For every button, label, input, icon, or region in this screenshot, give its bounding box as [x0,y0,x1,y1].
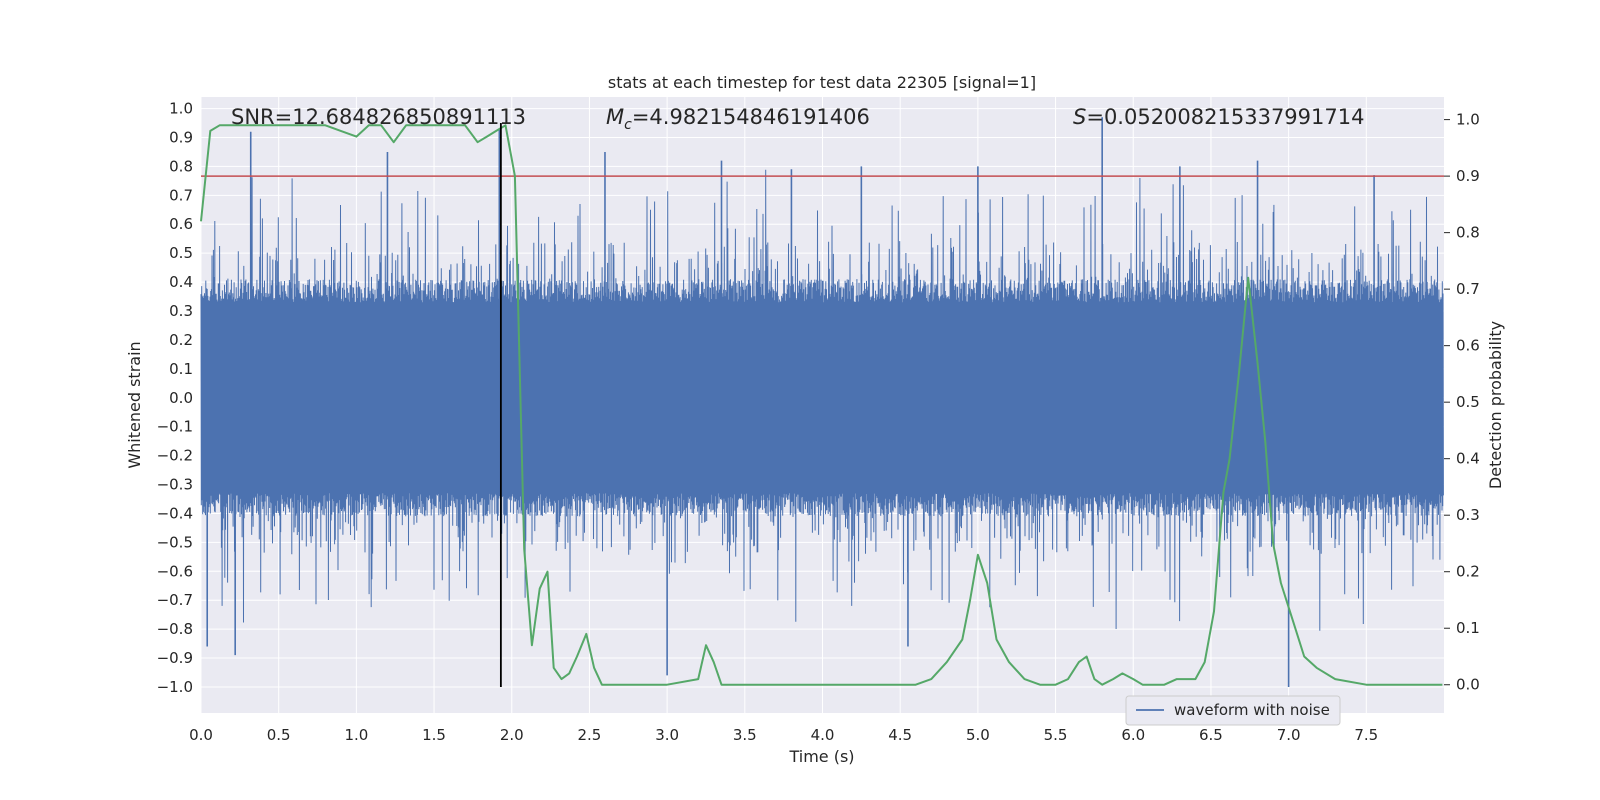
y-right-tick-label: 0.1 [1456,619,1480,637]
y-right-tick-label: 0.2 [1456,563,1480,581]
chirp-mass-subscript: c [624,117,632,133]
x-tick-label: 3.5 [733,726,757,744]
y-left-tick-label: 0.9 [169,128,193,146]
y-left-tick-label: −0.5 [157,533,193,551]
y-left-tick-label: −0.4 [157,504,193,522]
s-symbol: S [1073,105,1086,129]
x-tick-label: 5.0 [966,726,990,744]
y-left-tick-label: −0.8 [157,620,193,638]
y-right-tick-label: 0.7 [1456,280,1480,298]
y-left-tick-label: −0.9 [157,649,193,667]
y-left-tick-label: 1.0 [169,100,193,118]
y-left-tick-label: 0.8 [169,157,193,175]
y-right-tick-label: 0.0 [1456,676,1480,694]
y-left-tick-label: 0.0 [169,389,193,407]
y-left-tick-label: −0.3 [157,476,193,494]
y-right-tick-label: 0.8 [1456,224,1480,242]
y-left-ticks: 1.0 0.9 0.8 0.7 0.6 0.5 0.4 0.3 0.2 0.1 0.0 −0.1 −0.… [157,100,193,696]
chart-title: stats at each timestep for test data 223… [608,73,1036,92]
x-tick-label: 0.0 [189,726,213,744]
x-tick-label: 7.0 [1277,726,1301,744]
y-left-tick-label: −0.6 [157,562,193,580]
legend: waveform with noise [1125,695,1341,726]
x-tick-label: 2.0 [500,726,524,744]
y-right-tick-label: 0.9 [1456,167,1480,185]
chirp-mass-symbol: M [606,105,624,129]
x-tick-label: 6.5 [1199,726,1223,744]
x-tick-label: 1.0 [344,726,368,744]
y-left-tick-label: −1.0 [157,678,193,696]
legend-label: waveform with noise [1174,701,1330,719]
y-right-tick-label: 0.4 [1456,450,1480,468]
y-right-axis-label: Detection probability [1486,321,1505,489]
y-left-tick-label: 0.1 [169,360,193,378]
y-left-axis-label: Whitened strain [125,341,144,468]
legend-box [1125,695,1341,726]
chirp-mass-value: =4.982154846191406 [632,105,870,129]
y-right-tick-label: 1.0 [1456,111,1480,129]
x-tick-label: 7.5 [1354,726,1378,744]
waveform-line [200,169,1444,631]
y-left-tick-label: −0.2 [157,447,193,465]
probability-line [200,124,1443,686]
s-annotation: S=0.052008215337991714 [1073,105,1364,129]
y-right-tick-label: 0.5 [1456,393,1480,411]
y-right-tick-label: 0.3 [1456,506,1480,524]
s-value: =0.052008215337991714 [1086,105,1364,129]
y-right-ticks: 1.0 0.9 0.8 0.7 0.6 0.5 0.4 0.3 0.2 0.1 0.0 [1444,111,1480,694]
y-left-tick-label: −0.7 [157,591,193,609]
x-axis-label: Time (s) [788,747,854,766]
x-tick-label: 3.0 [655,726,679,744]
x-tick-label: 4.0 [811,726,835,744]
waveform-series [200,117,1444,687]
y-left-tick-label: −0.1 [157,418,193,436]
x-tick-label: 0.5 [267,726,291,744]
x-tick-label: 2.5 [578,726,602,744]
y-left-tick-label: 0.6 [169,215,193,233]
x-ticks: 0.0 0.5 1.0 1.5 2.0 2.5 3.0 3.5 4.0 4.5 5.0 5.5 6.0 6… [189,726,1378,744]
x-tick-label: 1.5 [422,726,446,744]
y-left-tick-label: 0.5 [169,244,193,262]
x-tick-label: 4.5 [888,726,912,744]
probability-series [200,124,1443,686]
snr-annotation: SNR=12.684826850891113 [231,105,526,129]
y-left-tick-label: 0.4 [169,273,193,291]
x-tick-label: 6.0 [1121,726,1145,744]
y-left-tick-label: 0.7 [169,186,193,204]
y-left-tick-label: 0.2 [169,331,193,349]
chirp-mass-annotation: Mc=4.982154846191406 [606,105,870,133]
y-right-tick-label: 0.6 [1456,337,1480,355]
x-tick-label: 5.5 [1044,726,1068,744]
y-left-tick-label: 0.3 [169,302,193,320]
